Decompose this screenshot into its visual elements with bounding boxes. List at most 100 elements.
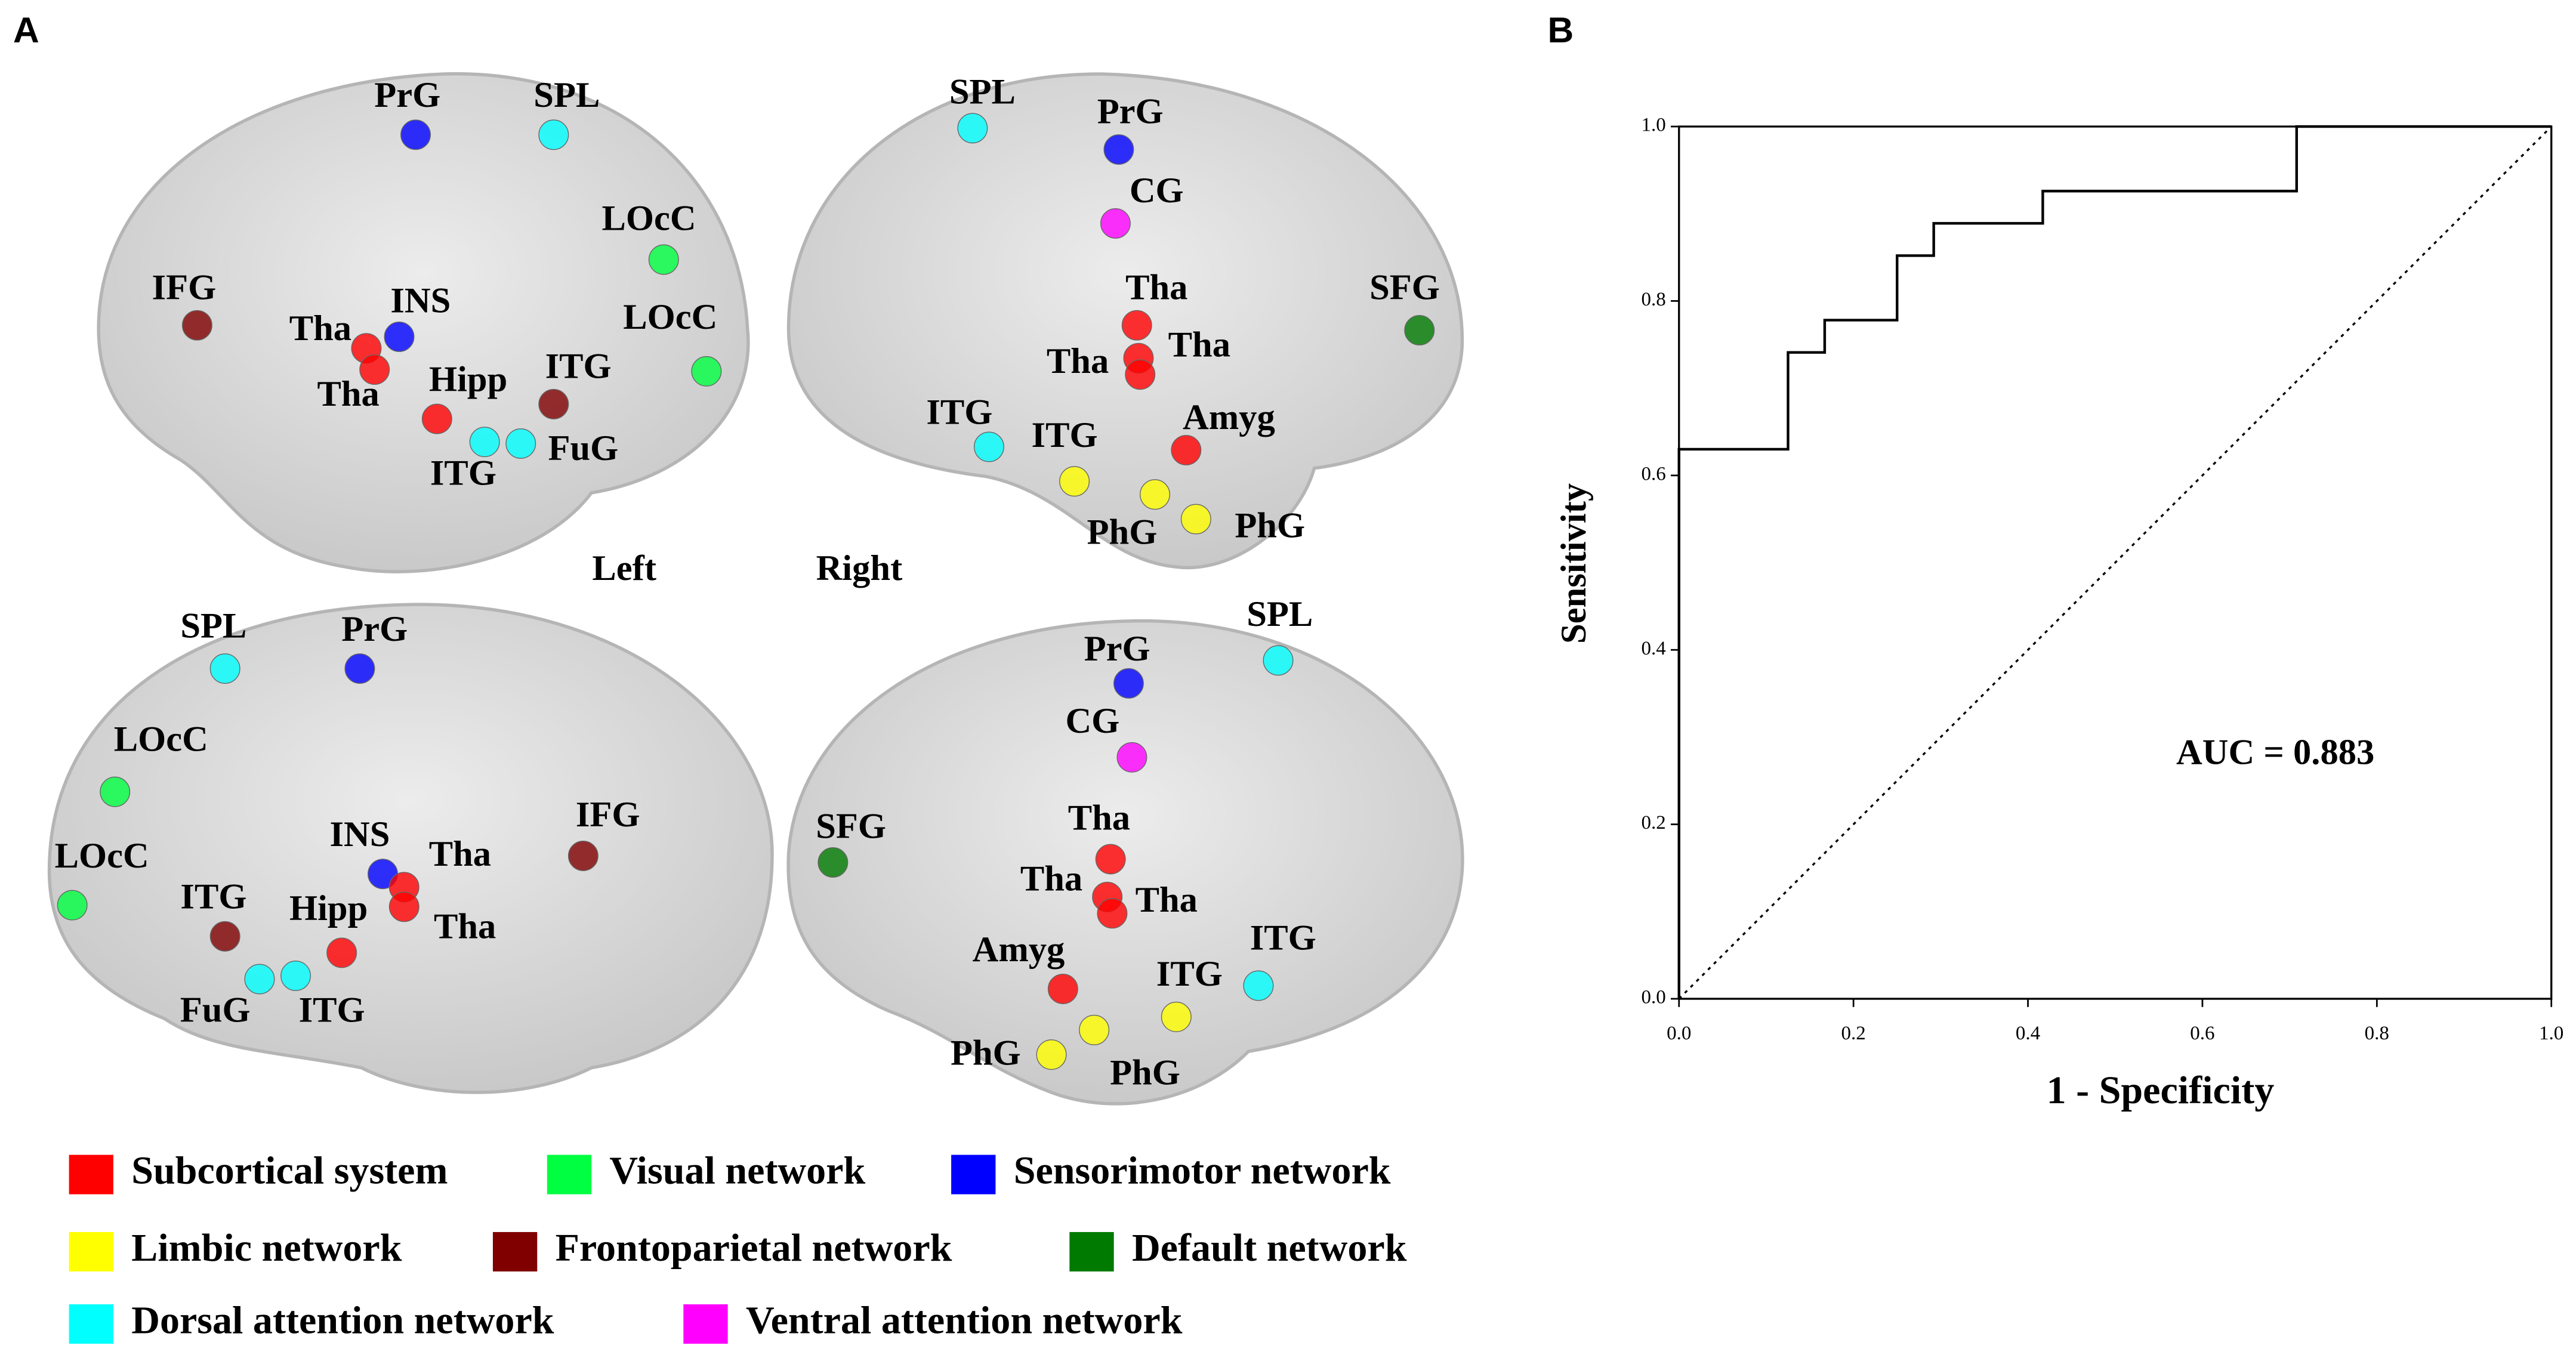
region-dot: [1095, 844, 1126, 875]
region-label: SPL: [949, 72, 1016, 112]
y-tick-label: 0.6: [1641, 463, 1665, 484]
region-label: LOcC: [623, 297, 717, 337]
legend-swatch: [69, 1231, 113, 1272]
x-axis-label: 1 - Specificity: [2047, 1069, 2275, 1112]
region-label: LOcC: [114, 719, 208, 759]
legend-swatch: [951, 1155, 996, 1194]
region-label: IFG: [576, 795, 640, 835]
region-label: Tha: [1068, 798, 1130, 838]
region-label: INS: [329, 814, 390, 854]
legend-swatch: [69, 1304, 113, 1344]
region-label: ITG: [1156, 954, 1223, 994]
region-label: Tha: [317, 374, 379, 414]
brain-left-lateral: [97, 72, 750, 573]
region-dot: [384, 321, 415, 352]
region-label: Tha: [289, 308, 351, 348]
region-label: Tha: [434, 906, 496, 946]
region-dot: [326, 937, 357, 968]
region-label: LOcC: [601, 199, 696, 239]
x-tick-label: 0.6: [2190, 1023, 2214, 1044]
legend-label: Sensorimotor network: [1014, 1149, 1391, 1193]
reference-line: [1678, 125, 2552, 1000]
region-label: IFG: [152, 267, 217, 307]
region-dot: [505, 428, 536, 459]
region-label: SFG: [1369, 267, 1440, 307]
region-dot: [244, 964, 275, 995]
region-dot: [957, 113, 988, 144]
region-dot: [1404, 314, 1435, 345]
x-tick-label: 0.0: [1667, 1023, 1691, 1044]
region-dot: [1100, 208, 1131, 239]
region-label: SPL: [180, 606, 246, 646]
region-label: Amyg: [973, 930, 1065, 970]
legend-swatch: [492, 1231, 538, 1272]
x-tick-label: 1.0: [2539, 1023, 2563, 1044]
region-dot: [538, 119, 569, 150]
legend-label: Limbic network: [131, 1226, 402, 1270]
panel-label: B: [1548, 10, 1574, 50]
region-dot: [1140, 479, 1170, 510]
legend-swatch: [69, 1155, 113, 1194]
region-label: PhG: [1235, 505, 1305, 545]
region-dot: [648, 244, 679, 275]
region-label: CG: [1065, 701, 1119, 741]
region-dot: [567, 841, 599, 871]
region-label: INS: [390, 280, 451, 320]
region-dot: [280, 960, 311, 991]
region-dot: [344, 653, 375, 684]
region-label: PrG: [1084, 629, 1150, 669]
legend-swatch: [683, 1304, 728, 1344]
roc-curve: [1677, 125, 2552, 999]
region-label: PrG: [341, 609, 408, 649]
brain-left-medial: [47, 603, 774, 1094]
region-label: Tha: [1020, 859, 1082, 899]
y-tick-label: 0.0: [1641, 987, 1665, 1008]
region-dot: [817, 847, 849, 878]
region-label: SPL: [1247, 594, 1313, 634]
annotation: AUC = 0.883: [2176, 732, 2374, 772]
legend-swatch: [1069, 1231, 1114, 1272]
legend-label: Default network: [1132, 1226, 1407, 1270]
region-label: Tha: [1168, 325, 1230, 365]
region-dot: [209, 921, 240, 952]
region-dot: [209, 653, 240, 684]
region-label: ITG: [926, 393, 992, 433]
region-label: CG: [1130, 171, 1184, 211]
y-tick-label: 0.2: [1641, 812, 1665, 834]
hemisphere-label: Left: [592, 548, 656, 588]
region-label: Hipp: [289, 888, 368, 928]
brain-images: [47, 72, 1464, 1106]
region-dot: [691, 356, 722, 387]
region-label: Tha: [429, 834, 491, 874]
region-dot: [1116, 742, 1147, 773]
region-dot: [1079, 1014, 1110, 1045]
region-label: SFG: [816, 806, 886, 846]
region-label: ITG: [1250, 918, 1316, 958]
x-tick-label: 0.8: [2365, 1023, 2389, 1044]
region-label: FuG: [180, 990, 251, 1030]
region-dot: [973, 431, 1004, 462]
region-label: ITG: [299, 990, 365, 1030]
region-label: PhG: [1087, 513, 1158, 552]
region-dot: [359, 354, 390, 385]
region-dot: [1113, 668, 1144, 699]
region-label: PrG: [374, 75, 440, 115]
region-dot: [1180, 504, 1211, 535]
region-dot: [1125, 359, 1156, 390]
region-dot: [421, 403, 452, 434]
y-tick-label: 0.4: [1641, 638, 1665, 659]
panel-label: A: [13, 10, 39, 50]
region-label: FuG: [548, 428, 618, 468]
y-tick-label: 1.0: [1641, 115, 1665, 136]
region-dot: [1059, 466, 1090, 497]
region-dot: [1171, 434, 1202, 465]
region-label: ITG: [1032, 415, 1098, 455]
region-dot: [1097, 898, 1128, 929]
region-label: PrG: [1097, 92, 1164, 132]
legend-label: Frontoparietal network: [556, 1226, 952, 1270]
legend-label: Ventral attention network: [746, 1298, 1183, 1342]
region-label: ITG: [430, 453, 496, 493]
region-dot: [1036, 1039, 1067, 1070]
hemisphere-label: Right: [816, 548, 903, 588]
